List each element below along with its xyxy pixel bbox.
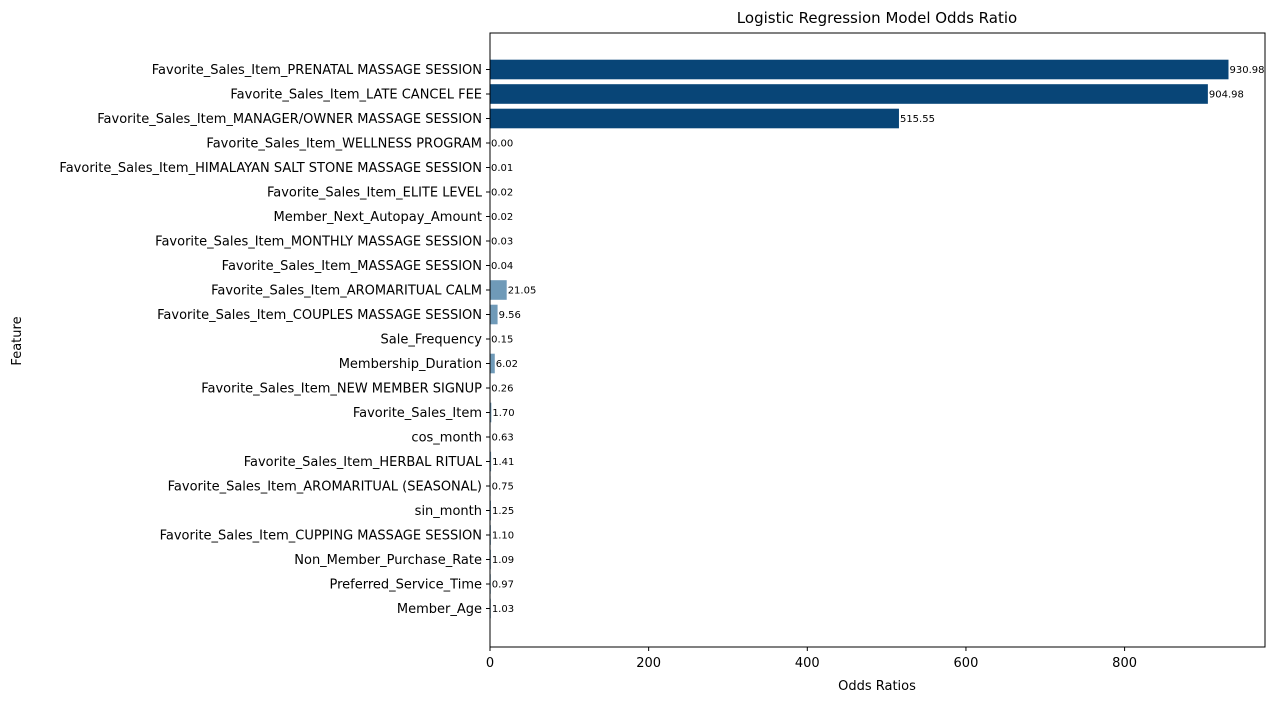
data-label: 21.05 [508, 286, 537, 297]
y-axis-title: Feature [10, 316, 25, 365]
y-tick-label: Favorite_Sales_Item_MANAGER/OWNER MASSAG… [97, 112, 482, 127]
data-label: 1.03 [492, 604, 514, 615]
x-tick-label: 600 [954, 656, 979, 671]
y-tick-label: Sale_Frequency [381, 333, 483, 348]
y-tick-label: Member_Age [397, 602, 482, 617]
bar [490, 451, 492, 472]
data-label: 6.02 [496, 359, 518, 370]
plot-frame [489, 32, 1266, 648]
y-tick-label: Favorite_Sales_Item_HERBAL RITUAL [244, 455, 483, 470]
bar [490, 402, 492, 423]
data-label: 1.25 [492, 506, 514, 517]
data-label: 515.55 [900, 114, 935, 125]
data-label: 0.04 [491, 261, 513, 272]
data-label: 0.01 [491, 163, 513, 174]
x-axis-title: Odds Ratios [838, 679, 916, 694]
data-label: 1.10 [492, 531, 514, 542]
y-tick-label: Membership_Duration [339, 357, 482, 372]
data-label: 0.02 [491, 212, 513, 223]
bar [490, 304, 498, 325]
y-tick-label: Favorite_Sales_Item_PRENATAL MASSAGE SES… [152, 63, 482, 78]
data-label: 0.75 [492, 482, 514, 493]
y-tick-label: Preferred_Service_Time [329, 578, 482, 593]
y-tick-label: Favorite_Sales_Item_MASSAGE SESSION [222, 259, 482, 274]
chart-title: Logistic Regression Model Odds Ratio [737, 9, 1017, 27]
data-label: 0.97 [492, 580, 514, 591]
y-tick-label: Non_Member_Purchase_Rate [294, 553, 482, 568]
bar [490, 84, 1208, 104]
data-label: 1.09 [492, 555, 514, 566]
y-tick-label: sin_month [415, 504, 482, 519]
y-tick-label: Favorite_Sales_Item [353, 406, 482, 421]
data-label: 0.63 [491, 433, 513, 444]
y-tick-label: Favorite_Sales_Item_NEW MEMBER SIGNUP [201, 382, 482, 397]
x-tick-label: 800 [1112, 656, 1137, 671]
data-label: 0.03 [491, 237, 513, 248]
data-label: 1.41 [492, 457, 514, 468]
bar [490, 108, 899, 129]
x-tick-label: 200 [636, 656, 661, 671]
y-tick-label: Favorite_Sales_Item_LATE CANCEL FEE [230, 88, 482, 103]
y-tick-label: Favorite_Sales_Item_MONTHLY MASSAGE SESS… [155, 235, 482, 250]
data-label: 0.00 [491, 139, 513, 150]
data-label: 9.56 [499, 310, 521, 321]
y-tick-label: Favorite_Sales_Item_AROMARITUAL (SEASONA… [168, 480, 482, 495]
x-tick-label: 0 [486, 656, 494, 671]
y-tick-label: Favorite_Sales_Item_HIMALAYAN SALT STONE… [59, 161, 482, 176]
y-tick-label: Favorite_Sales_Item_AROMARITUAL CALM [211, 284, 482, 299]
data-label: 1.70 [492, 408, 514, 419]
data-label: 930.98 [1229, 65, 1264, 76]
bar [490, 59, 1229, 80]
bar [490, 353, 495, 374]
bar [490, 280, 507, 300]
data-label: 0.15 [491, 335, 513, 346]
y-tick-label: Favorite_Sales_Item_COUPLES MASSAGE SESS… [157, 308, 482, 323]
y-tick-label: Favorite_Sales_Item_WELLNESS PROGRAM [206, 137, 482, 152]
data-label: 0.26 [491, 384, 513, 395]
data-label: 0.02 [491, 188, 513, 199]
data-label: 904.98 [1209, 90, 1244, 101]
y-tick-label: Favorite_Sales_Item_ELITE LEVEL [267, 186, 483, 201]
x-tick-label: 400 [795, 656, 820, 671]
y-tick-label: Favorite_Sales_Item_CUPPING MASSAGE SESS… [160, 529, 482, 544]
y-tick-label: Member_Next_Autopay_Amount [274, 210, 482, 225]
y-tick-label: cos_month [411, 431, 482, 446]
